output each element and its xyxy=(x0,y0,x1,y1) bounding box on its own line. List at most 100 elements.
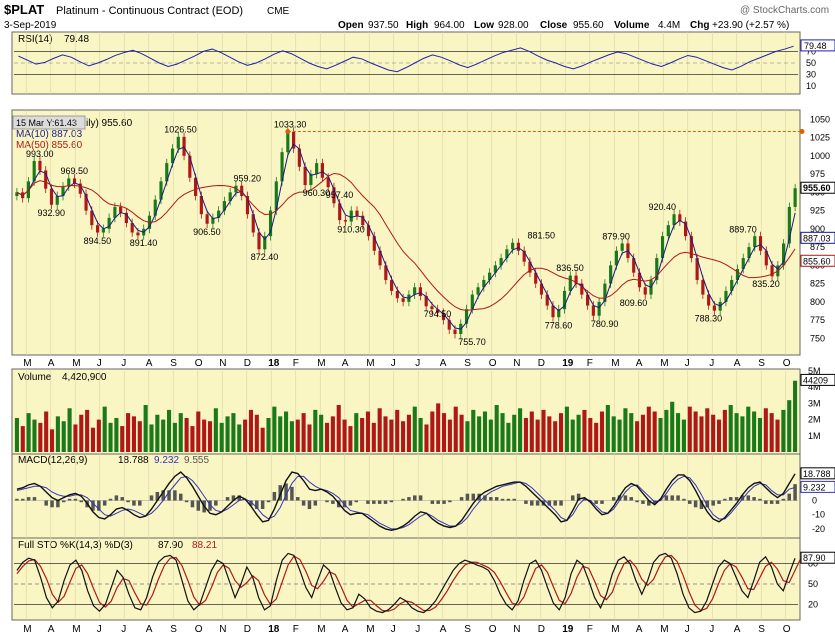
month-label-top: S xyxy=(758,358,765,369)
macd-histogram-bar xyxy=(641,500,645,504)
volume-bar xyxy=(395,409,400,452)
price-candle-body xyxy=(660,236,665,259)
volume-bar xyxy=(652,411,657,452)
price-candle-body xyxy=(384,265,388,280)
rsi-tick: 30 xyxy=(806,70,816,80)
macd-histogram-bar xyxy=(647,500,651,506)
macd-histogram-bar xyxy=(717,500,721,504)
price-candle-body xyxy=(303,166,307,186)
macd-histogram-bar xyxy=(553,500,557,506)
volume-bar xyxy=(787,400,792,452)
macd-histogram-bar xyxy=(740,495,745,501)
volume-bar xyxy=(360,417,365,452)
macd-histogram-bar xyxy=(576,493,581,501)
month-label-top: M xyxy=(366,358,374,369)
volume-bar xyxy=(447,419,452,452)
volume-bar xyxy=(623,408,628,452)
volume-bar xyxy=(342,419,347,452)
price-annotation: 932.90 xyxy=(37,208,65,218)
month-label-bottom: M xyxy=(317,624,325,635)
volume-bar xyxy=(576,414,581,452)
volume-bar xyxy=(401,421,406,452)
price-candle-body xyxy=(499,258,503,266)
price-candle-body xyxy=(632,258,636,273)
volume-bar xyxy=(14,417,19,452)
price-candle-body xyxy=(741,258,745,270)
price-candle-body xyxy=(349,210,353,222)
volume-bar xyxy=(570,419,575,452)
volume-bar xyxy=(38,422,43,452)
macd-histogram-bar xyxy=(237,495,242,501)
price-candle-body xyxy=(136,232,140,236)
volume-bar xyxy=(693,411,698,452)
price-candle-body xyxy=(390,279,394,291)
macd-histogram-bar xyxy=(331,500,335,504)
ohlc-readout: Open 937.50 High 964.00 Low 928.00 Close… xyxy=(338,20,789,31)
macd-histogram-bar xyxy=(56,500,60,508)
volume-bar xyxy=(558,413,564,452)
macd-histogram-bar xyxy=(161,490,165,501)
macd-histogram-bar xyxy=(272,491,277,501)
price-candle-body xyxy=(464,309,469,324)
price-candle-body xyxy=(684,221,688,237)
month-label-bottom: O xyxy=(489,624,497,635)
volume-bar xyxy=(96,419,101,452)
month-label-top: S xyxy=(464,358,471,369)
month-label-bottom: N xyxy=(219,624,226,635)
volume-bar xyxy=(301,413,306,452)
price-candle-body xyxy=(447,320,451,330)
ma50-line xyxy=(16,172,796,311)
price-candle-body xyxy=(49,188,54,205)
month-label-bottom: 18 xyxy=(268,624,280,635)
price-candle-body xyxy=(522,250,526,262)
price-candle-body xyxy=(222,201,226,211)
price-candle-body xyxy=(332,187,336,204)
volume-bar xyxy=(553,421,558,452)
macd-histogram-bar xyxy=(389,500,394,503)
month-label-bottom: J xyxy=(391,624,396,635)
macd-histogram-bar xyxy=(155,491,160,501)
macd-histogram-bar xyxy=(32,497,37,501)
macd-layer xyxy=(14,471,798,532)
macd-histogram-bar xyxy=(471,493,476,501)
sto-value-tag xyxy=(800,551,835,564)
price-candle-body xyxy=(562,290,567,310)
macd-histogram-bar xyxy=(676,495,680,501)
macd-histogram-bar xyxy=(342,500,347,508)
volume-tick: 4M xyxy=(808,382,821,392)
macd-histogram-bar xyxy=(284,483,288,501)
rsi-line xyxy=(18,45,794,73)
price-candle-body xyxy=(326,177,330,188)
volume-bar xyxy=(155,414,160,452)
macd-histogram-bar xyxy=(184,500,189,503)
month-label-top: M xyxy=(317,358,325,369)
price-candle-body xyxy=(424,296,428,307)
month-label-bottom: D xyxy=(244,624,251,635)
price-candle-body xyxy=(361,215,365,226)
volume-bar xyxy=(272,406,277,452)
macd-histogram-bar xyxy=(787,493,791,501)
volume-bar xyxy=(120,426,125,452)
macd-histogram-bar xyxy=(413,495,417,501)
macd-histogram-bar xyxy=(401,498,405,501)
price-candle-body xyxy=(38,160,42,171)
month-label-bottom: F xyxy=(587,624,593,635)
volume-bar xyxy=(646,406,651,452)
macd-histogram-bar xyxy=(266,500,271,503)
macd-histogram-bar xyxy=(307,500,312,510)
macd-histogram-bar xyxy=(781,498,786,501)
volume-bar xyxy=(722,409,727,452)
month-label-top: A xyxy=(146,358,153,369)
macd-histogram-bar xyxy=(670,495,674,501)
price-annotation: 755.70 xyxy=(458,337,486,347)
hover-box xyxy=(12,115,86,130)
price-candle-body xyxy=(655,258,659,280)
price-candle-body xyxy=(297,148,301,167)
volume-bar xyxy=(196,411,201,452)
macd-histogram-bar xyxy=(296,497,300,501)
sto-tick: 50 xyxy=(808,579,818,589)
volume-bar xyxy=(699,416,704,452)
macd-histogram-bar xyxy=(530,500,534,506)
sto-k-value: 87.90 xyxy=(158,540,183,551)
volume-bar xyxy=(213,408,218,452)
